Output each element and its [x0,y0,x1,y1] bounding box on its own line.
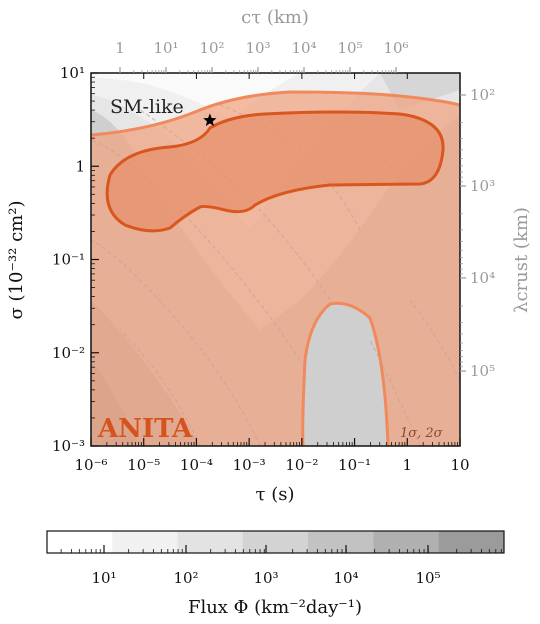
x-tick-label: 10⁻⁵ [127,456,160,474]
top-tick-label: 10⁴ [291,39,316,57]
x-tick-label: 10⁻⁶ [74,456,107,474]
colorbar-tick-label: 10⁵ [415,569,440,587]
top-tick-label: 10³ [245,39,270,57]
x-tick-label: 10⁻³ [233,456,266,474]
y-tick-label: 10⁻² [52,344,85,362]
y-axis-title: σ (10⁻³² cm²) [6,201,27,320]
colorbar-segment [438,531,505,553]
right-tick-label: 10⁵ [470,362,495,380]
top-axis-title: cτ (km) [241,7,309,28]
colorbar-ticks: 10¹ 10² 10³ 10⁴ 10⁵ [60,545,502,587]
x-tick-label: 10 [450,456,469,474]
colorbar-segment [177,531,244,553]
sigma-levels-label: 1σ, 2σ [400,426,444,441]
colorbar-title: Flux Φ (km⁻²day⁻¹) [188,597,362,618]
x-axis-title: τ (s) [256,484,295,505]
colorbar-segment [112,531,179,553]
colorbar-tick-label: 10³ [253,569,278,587]
axis-tick-labels: 10⁻⁶ 10⁻⁵ 10⁻⁴ 10⁻³ 10⁻² 10⁻¹ 1 10 10⁻³ 10⁻² 10⁻¹ 1… [52,39,495,474]
right-tick-label: 10³ [470,177,495,195]
colorbar-frame [46,530,505,554]
right-axis-title: λcrust (km) [511,207,532,313]
colorbar-segment [242,531,309,553]
colorbar-tick-label: 10¹ [91,569,116,587]
axis-ticks [90,67,466,447]
colorbar-tick-label: 10⁴ [333,569,358,587]
region-1sigma [105,110,445,233]
sm-like-label: SM-like [110,96,184,118]
y-tick-label: 10⁻¹ [52,251,85,269]
top-tick-label: 10² [199,39,224,57]
top-tick-label: 10⁵ [337,39,362,57]
star-marker [203,113,217,127]
top-tick-label: 1 [115,39,125,57]
colorbar-tick-label: 10² [173,569,198,587]
right-tick-label: 10² [470,86,495,104]
y-tick-label: 1 [75,157,85,175]
colorbar-segment [47,531,113,553]
x-tick-label: 10⁻² [285,456,318,474]
colorbar-segment [308,531,374,553]
top-tick-label: 10¹ [153,39,178,57]
right-tick-label: 10⁴ [470,269,495,287]
y-tick-label: 10⁻³ [52,437,85,455]
x-tick-label: 1 [403,456,413,474]
x-tick-label: 10⁻⁴ [180,456,213,474]
x-tick-label: 10⁻¹ [338,456,371,474]
top-tick-label: 10⁶ [383,39,408,57]
y-tick-label: 10¹ [60,64,85,82]
colorbar-segment [373,531,440,553]
anita-label: ANITA [97,414,193,444]
colorbar [47,531,505,553]
